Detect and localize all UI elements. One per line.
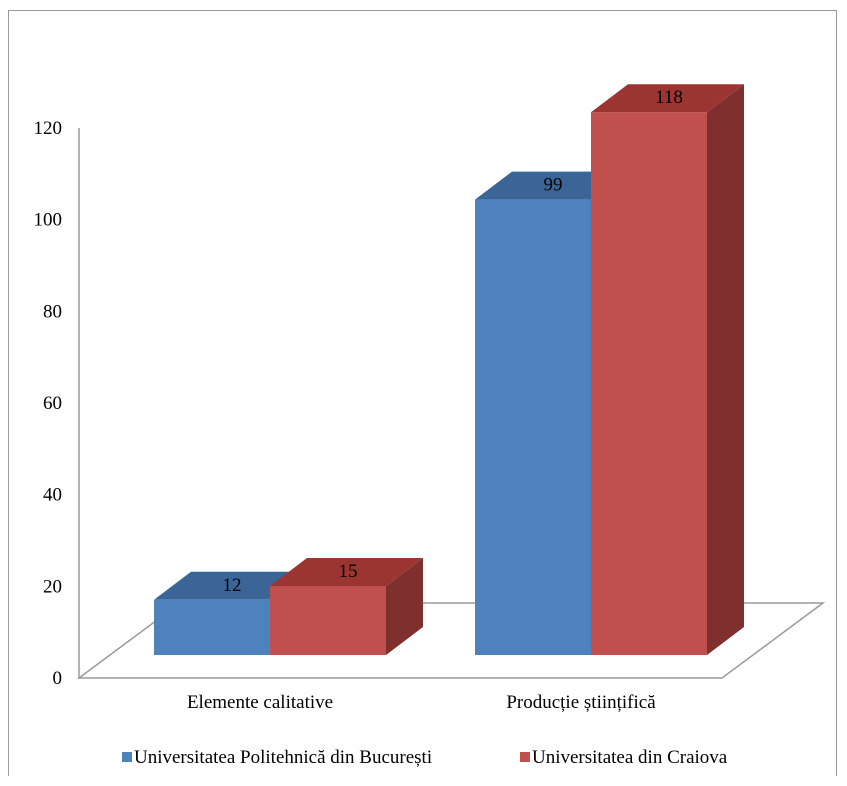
bar bbox=[591, 84, 744, 655]
y-tick-label: 120 bbox=[34, 118, 63, 139]
bar bbox=[270, 558, 423, 655]
category-label: Producție științifică bbox=[506, 692, 656, 713]
chart-floor bbox=[76, 602, 826, 679]
data-label: 15 bbox=[339, 561, 358, 582]
legend-swatch bbox=[520, 752, 530, 762]
bar-side bbox=[707, 84, 744, 655]
legend-label: Universitatea Politehnică din București bbox=[134, 747, 432, 768]
bar-top bbox=[270, 558, 423, 586]
chart-frame bbox=[8, 10, 837, 776]
labels: 12 15 Elemente calitative 99 118 Producție șt… bbox=[187, 87, 683, 713]
legend-item: Universitatea din Craiova bbox=[520, 747, 728, 768]
y-tick-label: 40 bbox=[43, 485, 62, 506]
bars bbox=[154, 84, 744, 655]
y-tick-label: 80 bbox=[43, 301, 62, 322]
y-tick-label: 0 bbox=[53, 668, 63, 689]
bar-top bbox=[591, 84, 744, 113]
legend-item: Universitatea Politehnică din București bbox=[122, 747, 432, 768]
legend-swatch bbox=[122, 752, 132, 762]
bar-top bbox=[154, 571, 307, 600]
category-label: Elemente calitative bbox=[187, 692, 333, 713]
bar-top bbox=[475, 171, 628, 200]
y-tick-label: 60 bbox=[43, 393, 62, 414]
bar-front bbox=[591, 112, 707, 655]
floor-plane bbox=[76, 602, 826, 679]
y-tick-label: 20 bbox=[43, 576, 62, 597]
data-label: 12 bbox=[223, 575, 242, 596]
bar-front bbox=[270, 586, 386, 655]
data-label: 99 bbox=[544, 175, 563, 196]
y-axis: 0 20 40 60 80 100 120 bbox=[34, 118, 80, 689]
y-tick-label: 100 bbox=[34, 210, 63, 231]
legend-label: Universitatea din Craiova bbox=[532, 747, 728, 768]
bar-side bbox=[386, 558, 423, 655]
data-label: 118 bbox=[655, 87, 683, 108]
bar-front bbox=[475, 199, 591, 655]
bar-front bbox=[154, 599, 270, 655]
legend: Universitatea Politehnică din București U… bbox=[122, 747, 728, 768]
